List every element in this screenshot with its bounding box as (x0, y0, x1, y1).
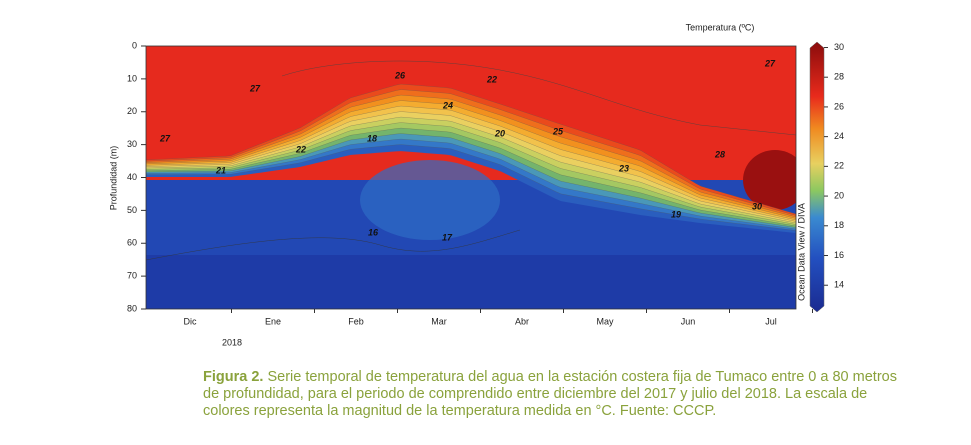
colorbar-tick-label: 24 (834, 131, 844, 141)
colorbar-tick-label: 14 (834, 280, 844, 290)
mid-blue (360, 160, 500, 240)
x-tick-label: May (596, 316, 614, 326)
isotherm (146, 229, 521, 261)
contour-label: 26 (394, 70, 406, 80)
y-tick-label: 0 (132, 40, 137, 50)
contour-label: 27 (159, 133, 171, 143)
isotherm-band (146, 128, 796, 229)
contour-label: 16 (368, 227, 379, 237)
isotherm (146, 133, 796, 228)
contour-label: 22 (295, 144, 306, 154)
x-tick-label: Feb (348, 316, 364, 326)
isotherm (146, 111, 796, 222)
x-tick-label: Mar (431, 316, 447, 326)
isotherm-band (146, 144, 796, 233)
contour-label: 27 (249, 83, 261, 93)
colorbar-tick-label: 16 (834, 250, 844, 260)
x-tick-label: Dic (184, 316, 197, 326)
deep-layer (146, 255, 796, 309)
y-tick-label: 10 (127, 73, 137, 83)
contour-label: 18 (367, 133, 377, 143)
isotherm (146, 127, 796, 227)
contour-label: 25 (552, 126, 564, 136)
x-tick-label: Jun (681, 316, 696, 326)
temperature-field (146, 46, 796, 309)
contour-label: 20 (494, 128, 505, 138)
contour-label: 30 (752, 201, 762, 211)
isotherm (146, 116, 796, 224)
caption-text: Serie temporal de temperatura del agua e… (203, 369, 897, 419)
x-tick-label: Abr (515, 316, 529, 326)
hot-core (743, 150, 796, 210)
y-tick-label: 40 (127, 172, 137, 182)
y-tick-label: 20 (127, 106, 137, 116)
isotherm (146, 105, 796, 221)
contour-label: 22 (486, 74, 497, 84)
y-axis-title: Profundidad (m) (108, 146, 118, 211)
contour-label: 21 (215, 165, 226, 175)
colorbar (809, 41, 825, 313)
colorbar-tick-label: 20 (834, 190, 844, 200)
x-tick-label: Ene (265, 316, 281, 326)
isotherm (146, 89, 796, 216)
y-tick-label: 80 (127, 303, 137, 313)
caption: Figura 2. Serie temporal de temperatura … (203, 369, 903, 420)
credit: Ocean Data View / DIVA (796, 203, 806, 301)
isotherm (146, 138, 796, 230)
caption-label: Figura 2. (203, 369, 264, 385)
colorbar-tick-label: 26 (834, 101, 844, 111)
contour-label: 28 (714, 149, 725, 159)
isotherm-band (146, 122, 796, 227)
colorbar-title: Temperatura (ºC) (686, 22, 755, 32)
isotherm (146, 100, 796, 219)
colorbar-tick-label: 18 (834, 220, 844, 230)
contour-label: 19 (671, 209, 681, 219)
x-tick-label: Jul (765, 316, 777, 326)
isotherm (146, 122, 796, 225)
colorbar-tick-label: 30 (834, 42, 844, 52)
isotherm (146, 144, 796, 231)
isotherm (146, 94, 796, 218)
contour-label: 17 (442, 232, 453, 242)
chart: Temperatura (ºC) Profundidad (m) Ocean D… (108, 22, 844, 347)
contour-label: 23 (618, 163, 629, 173)
y-tick-label: 30 (127, 139, 137, 149)
year-label: 2018 (222, 337, 242, 347)
colorbar-tick-label: 28 (834, 72, 844, 82)
y-tick-label: 60 (127, 238, 137, 248)
contour-label: 24 (442, 100, 453, 110)
isotherm-band (146, 117, 796, 226)
colorbar-tick-label: 22 (834, 161, 844, 171)
contour-label: 27 (764, 58, 776, 68)
y-tick-label: 70 (127, 271, 137, 281)
isotherm (146, 83, 796, 215)
y-tick-label: 50 (127, 205, 137, 215)
isotherm (281, 60, 796, 136)
